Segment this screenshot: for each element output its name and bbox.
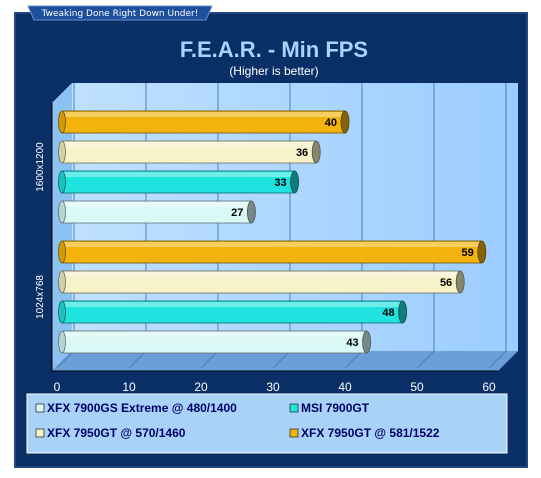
- floor-gridline: [56, 350, 75, 369]
- bar: 40: [58, 110, 350, 134]
- bar-value-label: 33: [274, 177, 286, 189]
- legend-label: MSI 7900GT: [301, 401, 370, 415]
- bar-end-cap: [362, 330, 372, 354]
- x-tick-label: 10: [122, 380, 136, 394]
- bar-end-cap: [311, 140, 321, 164]
- bar-value-label: 36: [296, 147, 308, 159]
- floor-gridline: [128, 350, 147, 369]
- floor-gridline: [416, 350, 435, 369]
- bar-value-label: 48: [382, 307, 394, 319]
- legend-swatch: [35, 403, 45, 413]
- bar-highlight: [62, 272, 461, 277]
- bar: 59: [58, 240, 487, 264]
- chart-subtitle: (Higher is better): [229, 64, 318, 78]
- bar-left-cap: [58, 170, 66, 194]
- legend-swatch: [35, 428, 45, 438]
- x-tick-label: 60: [482, 380, 496, 394]
- legend-label: XFX 7900GS Extreme @ 480/1400: [47, 401, 237, 415]
- bar-end-cap: [398, 300, 408, 324]
- bars-group: 40 36 33 27 59 56 48 43: [58, 110, 487, 354]
- plot-floor: [52, 351, 518, 371]
- x-tick-label: 0: [54, 380, 61, 394]
- bar-end-cap: [340, 110, 350, 134]
- bar-end-cap: [477, 240, 487, 264]
- bar-end-cap: [455, 270, 465, 294]
- bar-value-label: 40: [325, 117, 337, 129]
- bar: 36: [58, 140, 321, 164]
- bar-highlight: [62, 302, 403, 307]
- bar-highlight: [62, 242, 482, 247]
- bar: 56: [58, 270, 465, 294]
- legend: XFX 7900GS Extreme @ 480/1400 MSI 7900GT X…: [35, 401, 440, 440]
- x-tick-label: 40: [338, 380, 352, 394]
- floor-gridline: [272, 350, 291, 369]
- bar-value-label: 27: [231, 207, 243, 219]
- bar: 27: [58, 200, 256, 224]
- legend-item: MSI 7900GT: [289, 401, 370, 415]
- bar-end-cap: [290, 170, 300, 194]
- x-tick-labels: 0 10 20 30 40 50 60: [54, 380, 496, 394]
- bar-value-label: 59: [462, 247, 474, 259]
- bar-left-cap: [58, 330, 66, 354]
- bar: 33: [58, 170, 300, 194]
- banner-text: Tweaking Done Right Down Under!: [41, 9, 199, 19]
- floor-gridline: [344, 350, 363, 369]
- bar-value-label: 56: [440, 277, 452, 289]
- category-label: 1024x768: [35, 275, 46, 319]
- bar-value-label: 43: [346, 337, 358, 349]
- bar-end-cap: [246, 200, 256, 224]
- legend-item: XFX 7950GT @ 570/1460: [35, 426, 186, 440]
- bar-highlight: [62, 142, 317, 147]
- category-labels: 1600x1200 1024x768: [35, 142, 46, 319]
- bar: 43: [58, 330, 372, 354]
- bar: 48: [58, 300, 408, 324]
- bar-left-cap: [58, 240, 66, 264]
- legend-label: XFX 7950GT @ 570/1460: [47, 426, 186, 440]
- x-tick-label: 20: [194, 380, 208, 394]
- bar-left-cap: [58, 200, 66, 224]
- bar-left-cap: [58, 140, 66, 164]
- banner-tab: [27, 5, 213, 21]
- bar-highlight: [62, 202, 252, 207]
- floor-gridline: [488, 350, 507, 369]
- bar-highlight: [62, 112, 345, 117]
- x-tick-label: 30: [266, 380, 280, 394]
- bar-left-cap: [58, 300, 66, 324]
- floor-gridline: [200, 350, 219, 369]
- chart-title: F.E.A.R. - Min FPS: [180, 37, 368, 62]
- legend-swatch: [289, 403, 299, 413]
- x-tick-label: 50: [410, 380, 424, 394]
- bar-highlight: [62, 332, 367, 337]
- category-label: 1600x1200: [35, 142, 46, 192]
- legend-item: XFX 7900GS Extreme @ 480/1400: [35, 401, 237, 415]
- bar-left-cap: [58, 270, 66, 294]
- legend-box: [26, 393, 508, 454]
- legend-swatch: [289, 428, 299, 438]
- legend-item: XFX 7950GT @ 581/1522: [289, 426, 440, 440]
- legend-label: XFX 7950GT @ 581/1522: [301, 426, 440, 440]
- bar-highlight: [62, 172, 295, 177]
- bar-left-cap: [58, 110, 66, 134]
